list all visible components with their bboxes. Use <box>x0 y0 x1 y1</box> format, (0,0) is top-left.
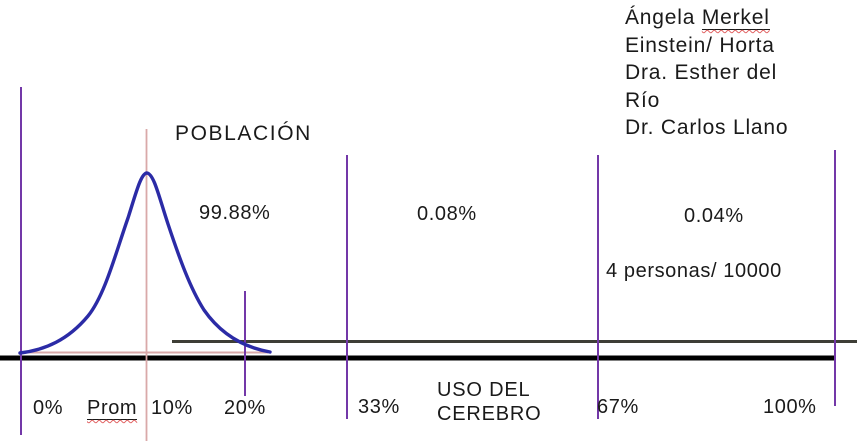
annotation-name-line: Dr. Carlos Llano <box>625 116 789 139</box>
annotation-names-block: Ángela Merkel Einstein/ Horta Dra. Esthe… <box>625 4 788 142</box>
tick-label-10: 10% <box>151 397 193 419</box>
segment2-share-label: 0.08% <box>417 203 477 225</box>
chart-title: POBLACIÓN <box>175 122 312 145</box>
annotation-name-line: Einstein/ Horta <box>625 33 775 57</box>
annotation-name-text: Ángela <box>625 6 696 29</box>
annotation-name-line: Dra. Esther del <box>625 61 778 84</box>
tick-label-33: 33% <box>358 396 400 418</box>
tick-label-67: 67% <box>597 396 639 418</box>
tick-label-0: 0% <box>33 397 64 419</box>
x-axis-title-line2: CEREBRO <box>437 403 542 425</box>
tick-label-100: 100% <box>763 396 817 418</box>
tick-label-20: 20% <box>224 397 266 419</box>
annotation-name-misspelled-word: Merkel <box>701 6 770 30</box>
segment3-share-label: 0.04% <box>684 205 744 227</box>
annotation-name-line: Ángela Merkel <box>625 4 788 32</box>
annotation-name-line: Río <box>625 88 661 112</box>
segment1-share-label: 99.88% <box>199 202 271 224</box>
tick-label-prom-word: Prom <box>87 397 138 420</box>
bell-curve <box>18 171 272 355</box>
x-axis-title: USO DEL CEREBRO <box>437 378 542 426</box>
x-axis-title-line1: USO DEL <box>437 379 531 401</box>
segment3-note-label: 4 personas/ 10000 <box>606 260 782 282</box>
tick-label-prom: Prom <box>87 396 138 420</box>
